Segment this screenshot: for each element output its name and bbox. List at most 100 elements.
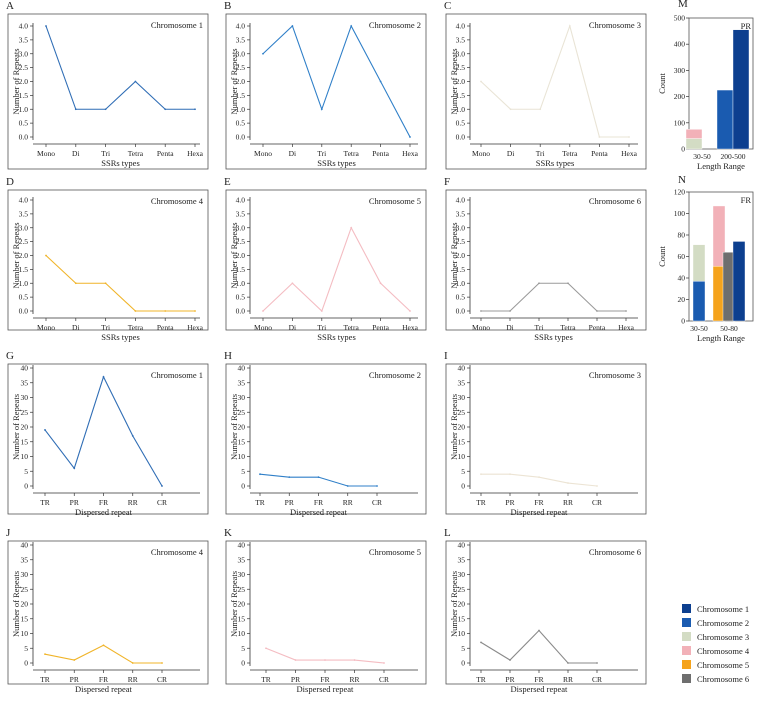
data-point [317,476,320,479]
data-point [480,641,482,644]
x-tick-label: PR [70,498,79,507]
x-tick-label: Di [289,323,297,332]
legend: Chromosome 1 Chromosome 2 Chromosome 3 Chro… [682,604,750,684]
x-tick-label: PR [505,675,514,684]
chart-title: Chromosome 5 [369,196,421,206]
y-tick-label: 30 [21,393,29,402]
data-point [262,52,264,55]
chart-title: Chromosome 1 [151,20,203,30]
y-tick-label: 15 [458,437,466,446]
x-tick-label: 30-50 [690,324,708,333]
x-tick-label: RR [563,498,573,507]
y-tick-label: 4.0 [19,22,29,31]
chart-title: PR [741,21,752,31]
x-tick-label: CR [157,498,167,507]
y-tick-label: 0.0 [19,133,29,142]
panels: A Chromosome 1 0.0 0.5 1.0 1.5 2.0 2.5 3.0 3.5 4.0… [6,0,754,694]
data-point [409,310,411,312]
y-tick-label: 30 [21,570,29,579]
x-tick-label: Penta [157,149,174,158]
x-tick-label: Tetra [560,323,576,332]
x-tick-label: RR [128,498,138,507]
data-point [194,310,196,312]
x-tick-label: CR [157,675,167,684]
data-point [194,108,196,111]
y-tick-label: 0 [461,659,465,668]
data-point [104,108,107,111]
x-tick-label: Hexa [618,323,634,332]
x-axis-title: Dispersed repeat [511,507,569,517]
x-axis-title: SSRs types [317,158,356,168]
panel-letter: A [6,0,14,12]
y-axis-title: Count [657,245,667,266]
panel-letter: D [6,176,14,188]
y-tick-label: 3.5 [19,35,29,44]
series-line [481,282,626,312]
x-tick-label: Di [506,323,514,332]
y-tick-label: 0.5 [456,119,466,128]
panel-letter: G [6,350,14,362]
y-tick-label: 35 [238,378,246,387]
y-tick-label: 5 [24,467,28,476]
y-tick-label: 100 [674,118,686,127]
x-tick-label: 30-50 [693,152,711,161]
y-tick-label: 0 [24,482,28,491]
data-point [288,476,291,479]
y-tick-label: 35 [21,555,29,564]
panel-e: E Chromosome 5 0.0 0.5 1.0 1.5 2.0 2.5 3.0 3.5 4.0… [224,176,427,342]
y-tick-label: 20 [21,423,29,432]
y-tick-label: 1.0 [19,279,29,288]
series-line [262,226,411,312]
y-tick-label: 20 [21,600,29,609]
data-point [45,25,47,27]
series-line [480,629,597,664]
y-tick-label: 2.5 [456,63,466,72]
panel-frame [445,540,647,685]
data-point [320,108,323,111]
legend-swatch [682,632,691,641]
x-tick-label: TR [40,675,50,684]
x-tick-label: Di [72,323,80,332]
y-tick-label: 3.5 [19,209,29,218]
data-point [628,136,630,138]
x-tick-label: Mono [37,149,55,158]
panel-frame [225,189,427,331]
y-tick-label: 0 [241,659,245,668]
data-point [262,310,264,312]
y-axis-title: Number of Repeats [229,222,239,288]
chart-title: Chromosome 3 [589,370,641,380]
series-line [45,255,195,312]
y-tick-label: 2.5 [236,237,246,246]
y-tick-label: 4.0 [236,22,246,31]
data-point [480,310,482,312]
legend-label: Chromosome 6 [697,674,749,684]
series-line [44,375,163,487]
x-axis-title: Dispersed repeat [75,507,133,517]
y-tick-label: 0.0 [456,133,466,142]
panel-letter: K [224,527,232,539]
y-tick-label: 100 [674,209,686,218]
y-tick-label: 10 [458,452,466,461]
x-tick-label: CR [592,675,602,684]
panel-frame [225,363,427,515]
x-tick-label: PR [70,675,79,684]
y-tick-label: 2.5 [236,63,246,72]
x-tick-label: Mono [254,323,272,332]
y-axis-title: Number of Repeats [11,222,21,288]
y-tick-label: 1.0 [456,105,466,114]
x-tick-label: Tetra [344,323,360,332]
series-line [262,24,411,138]
data-point [596,310,598,312]
x-axis-title: SSRs types [101,158,140,168]
x-tick-label: FR [534,498,543,507]
series-line [259,473,377,487]
y-tick-label: 30 [458,570,466,579]
data-point [164,108,167,111]
x-tick-label: Penta [591,149,608,158]
y-tick-label: 15 [238,437,246,446]
legend-swatch [682,660,691,669]
y-axis-title: Number of Repeats [229,394,239,460]
x-axis-title: Length Range [697,161,745,171]
y-tick-label: 0.5 [456,293,466,302]
panel-g: G Chromosome 1 0 5 10 15 20 25 30 35 40 TR PR FR RR CR D… [6,350,209,517]
